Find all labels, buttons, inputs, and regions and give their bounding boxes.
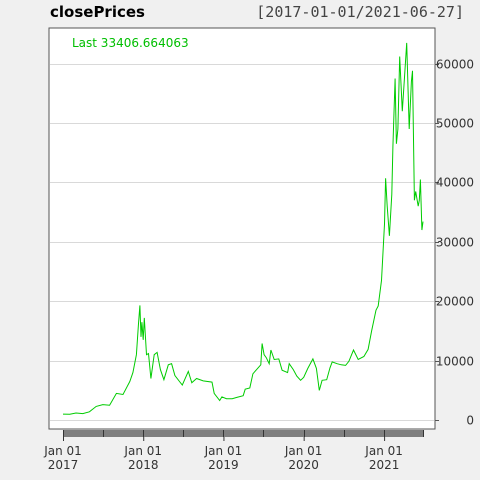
last-value-label: Last 33406.664063: [72, 36, 189, 50]
y-tick-label: 20000: [436, 295, 474, 309]
x-tick-label-month: Jan 01: [43, 444, 82, 458]
x-tick-label-month: Jan 01: [123, 444, 162, 458]
x-tick-label-month: Jan 01: [364, 444, 403, 458]
y-tick-label: 40000: [436, 176, 474, 190]
date-range-label: [2017-01-01/2021-06-27]: [256, 3, 464, 21]
x-tick-label-year: 2020: [288, 458, 319, 472]
y-axis: 0 10000 20000 30000 40000 50000 60000: [435, 58, 474, 428]
x-tick-label-year: 2021: [369, 458, 400, 472]
y-tick-label: 10000: [436, 355, 474, 369]
plot-panel: [48, 27, 436, 430]
y-tick-label: 30000: [436, 236, 474, 250]
x-axis-band: [63, 430, 423, 437]
x-tick-label-month: Jan 01: [204, 444, 243, 458]
y-tick-label: 0: [466, 414, 474, 428]
x-tick-label-year: 2017: [48, 458, 79, 472]
x-tick-label-year: 2019: [208, 458, 239, 472]
price-series-line: [62, 42, 424, 415]
chart-title: closePrices: [50, 3, 145, 21]
x-tick-label-month: Jan 01: [284, 444, 323, 458]
y-tick-label: 60000: [436, 58, 474, 72]
x-tick-label-year: 2018: [128, 458, 159, 472]
grid-lines: [50, 64, 434, 421]
y-tick-label: 50000: [436, 117, 474, 131]
